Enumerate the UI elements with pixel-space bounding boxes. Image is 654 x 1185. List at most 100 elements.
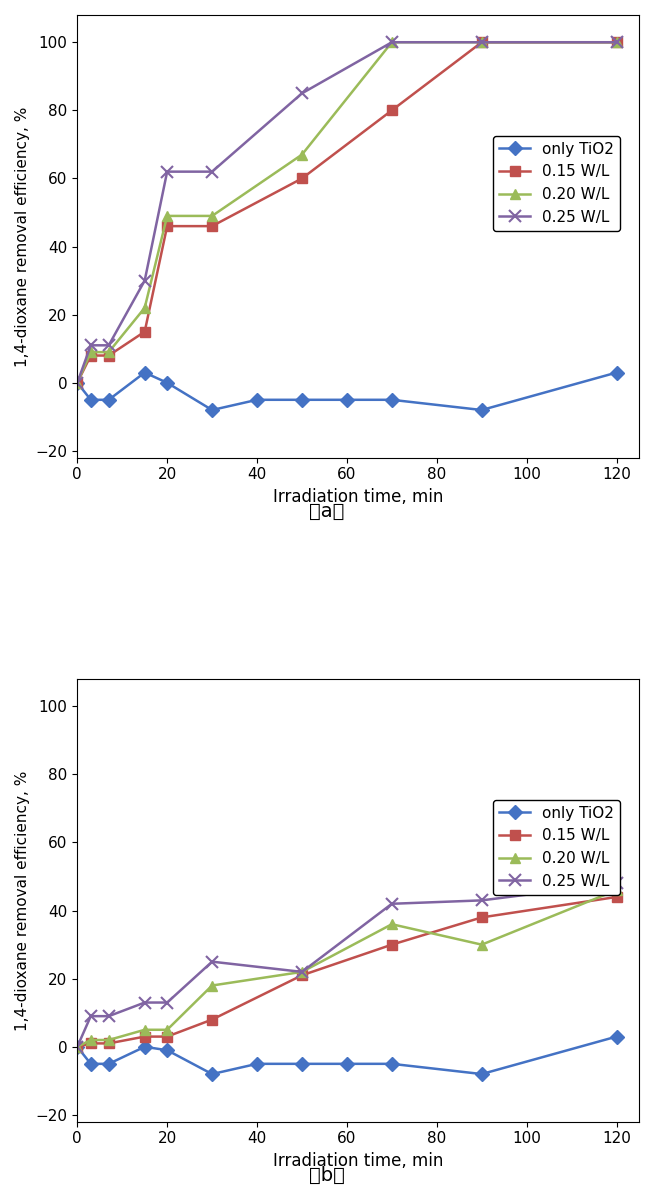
only TiO2 <box>73 376 81 390</box>
0.20 W/L <box>298 965 306 979</box>
only TiO2 <box>343 392 351 406</box>
0.25 W/L <box>208 165 216 179</box>
Line: 0.15 W/L: 0.15 W/L <box>73 38 621 387</box>
0.20 W/L <box>388 36 396 50</box>
0.25 W/L <box>141 995 148 1010</box>
0.25 W/L <box>73 376 81 390</box>
only TiO2 <box>141 1039 148 1053</box>
Legend: only TiO2, 0.15 W/L, 0.20 W/L, 0.25 W/L: only TiO2, 0.15 W/L, 0.20 W/L, 0.25 W/L <box>493 800 620 895</box>
0.20 W/L <box>141 1023 148 1037</box>
only TiO2 <box>478 1066 486 1081</box>
Line: 0.25 W/L: 0.25 W/L <box>72 878 622 1052</box>
0.15 W/L <box>164 219 171 233</box>
only TiO2 <box>105 392 112 406</box>
0.25 W/L <box>164 995 171 1010</box>
0.20 W/L <box>208 209 216 223</box>
0.20 W/L <box>478 36 486 50</box>
0.25 W/L <box>87 1010 95 1024</box>
only TiO2 <box>73 1039 81 1053</box>
only TiO2 <box>87 392 95 406</box>
0.20 W/L <box>298 147 306 161</box>
0.20 W/L <box>105 1033 112 1048</box>
0.25 W/L <box>298 965 306 979</box>
Line: 0.15 W/L: 0.15 W/L <box>73 892 621 1051</box>
Y-axis label: 1,4-dioxane removal efficiency, %: 1,4-dioxane removal efficiency, % <box>15 107 30 366</box>
0.15 W/L <box>141 325 148 339</box>
only TiO2 <box>343 1057 351 1071</box>
0.20 W/L <box>388 917 396 931</box>
0.15 W/L <box>141 1030 148 1044</box>
only TiO2 <box>613 365 621 379</box>
0.15 W/L <box>478 910 486 924</box>
0.20 W/L <box>105 345 112 359</box>
0.15 W/L <box>164 1030 171 1044</box>
0.25 W/L <box>87 338 95 352</box>
X-axis label: Irradiation time, min: Irradiation time, min <box>273 488 443 506</box>
0.15 W/L <box>388 103 396 117</box>
only TiO2 <box>613 1030 621 1044</box>
0.20 W/L <box>613 36 621 50</box>
0.20 W/L <box>613 883 621 897</box>
Line: only TiO2: only TiO2 <box>73 367 621 415</box>
Y-axis label: 1,4-dioxane removal efficiency, %: 1,4-dioxane removal efficiency, % <box>15 770 30 1031</box>
0.15 W/L <box>73 1039 81 1053</box>
Text: （a）: （a） <box>309 501 345 520</box>
only TiO2 <box>298 392 306 406</box>
0.20 W/L <box>87 345 95 359</box>
0.15 W/L <box>105 348 112 363</box>
only TiO2 <box>253 392 261 406</box>
only TiO2 <box>253 1057 261 1071</box>
0.25 W/L <box>388 897 396 911</box>
0.20 W/L <box>208 979 216 993</box>
0.25 W/L <box>105 338 112 352</box>
0.15 W/L <box>73 376 81 390</box>
0.15 W/L <box>87 1037 95 1051</box>
Line: 0.25 W/L: 0.25 W/L <box>72 37 622 389</box>
0.15 W/L <box>478 36 486 50</box>
0.15 W/L <box>298 968 306 982</box>
0.20 W/L <box>164 209 171 223</box>
0.15 W/L <box>613 36 621 50</box>
0.15 W/L <box>613 890 621 904</box>
only TiO2 <box>478 403 486 417</box>
0.20 W/L <box>478 937 486 952</box>
0.15 W/L <box>298 172 306 186</box>
0.15 W/L <box>208 1012 216 1026</box>
0.25 W/L <box>478 36 486 50</box>
0.20 W/L <box>73 1039 81 1053</box>
0.25 W/L <box>613 36 621 50</box>
0.15 W/L <box>208 219 216 233</box>
0.20 W/L <box>87 1033 95 1048</box>
0.20 W/L <box>141 301 148 315</box>
only TiO2 <box>164 1043 171 1057</box>
Line: only TiO2: only TiO2 <box>73 1032 621 1078</box>
0.20 W/L <box>73 376 81 390</box>
0.25 W/L <box>141 274 148 288</box>
0.25 W/L <box>478 893 486 908</box>
Text: （b）: （b） <box>309 1166 345 1185</box>
0.25 W/L <box>105 1010 112 1024</box>
only TiO2 <box>87 1057 95 1071</box>
Line: 0.20 W/L: 0.20 W/L <box>73 38 621 387</box>
only TiO2 <box>388 1057 396 1071</box>
only TiO2 <box>105 1057 112 1071</box>
0.25 W/L <box>73 1039 81 1053</box>
only TiO2 <box>141 365 148 379</box>
only TiO2 <box>164 376 171 390</box>
only TiO2 <box>208 1066 216 1081</box>
only TiO2 <box>388 392 396 406</box>
Line: 0.20 W/L: 0.20 W/L <box>73 885 621 1051</box>
0.15 W/L <box>388 937 396 952</box>
0.25 W/L <box>298 87 306 101</box>
only TiO2 <box>298 1057 306 1071</box>
X-axis label: Irradiation time, min: Irradiation time, min <box>273 1152 443 1170</box>
0.25 W/L <box>388 36 396 50</box>
0.25 W/L <box>613 876 621 890</box>
0.25 W/L <box>164 165 171 179</box>
0.20 W/L <box>164 1023 171 1037</box>
only TiO2 <box>208 403 216 417</box>
0.15 W/L <box>87 348 95 363</box>
0.15 W/L <box>105 1037 112 1051</box>
0.25 W/L <box>208 955 216 969</box>
Legend: only TiO2, 0.15 W/L, 0.20 W/L, 0.25 W/L: only TiO2, 0.15 W/L, 0.20 W/L, 0.25 W/L <box>493 135 620 231</box>
